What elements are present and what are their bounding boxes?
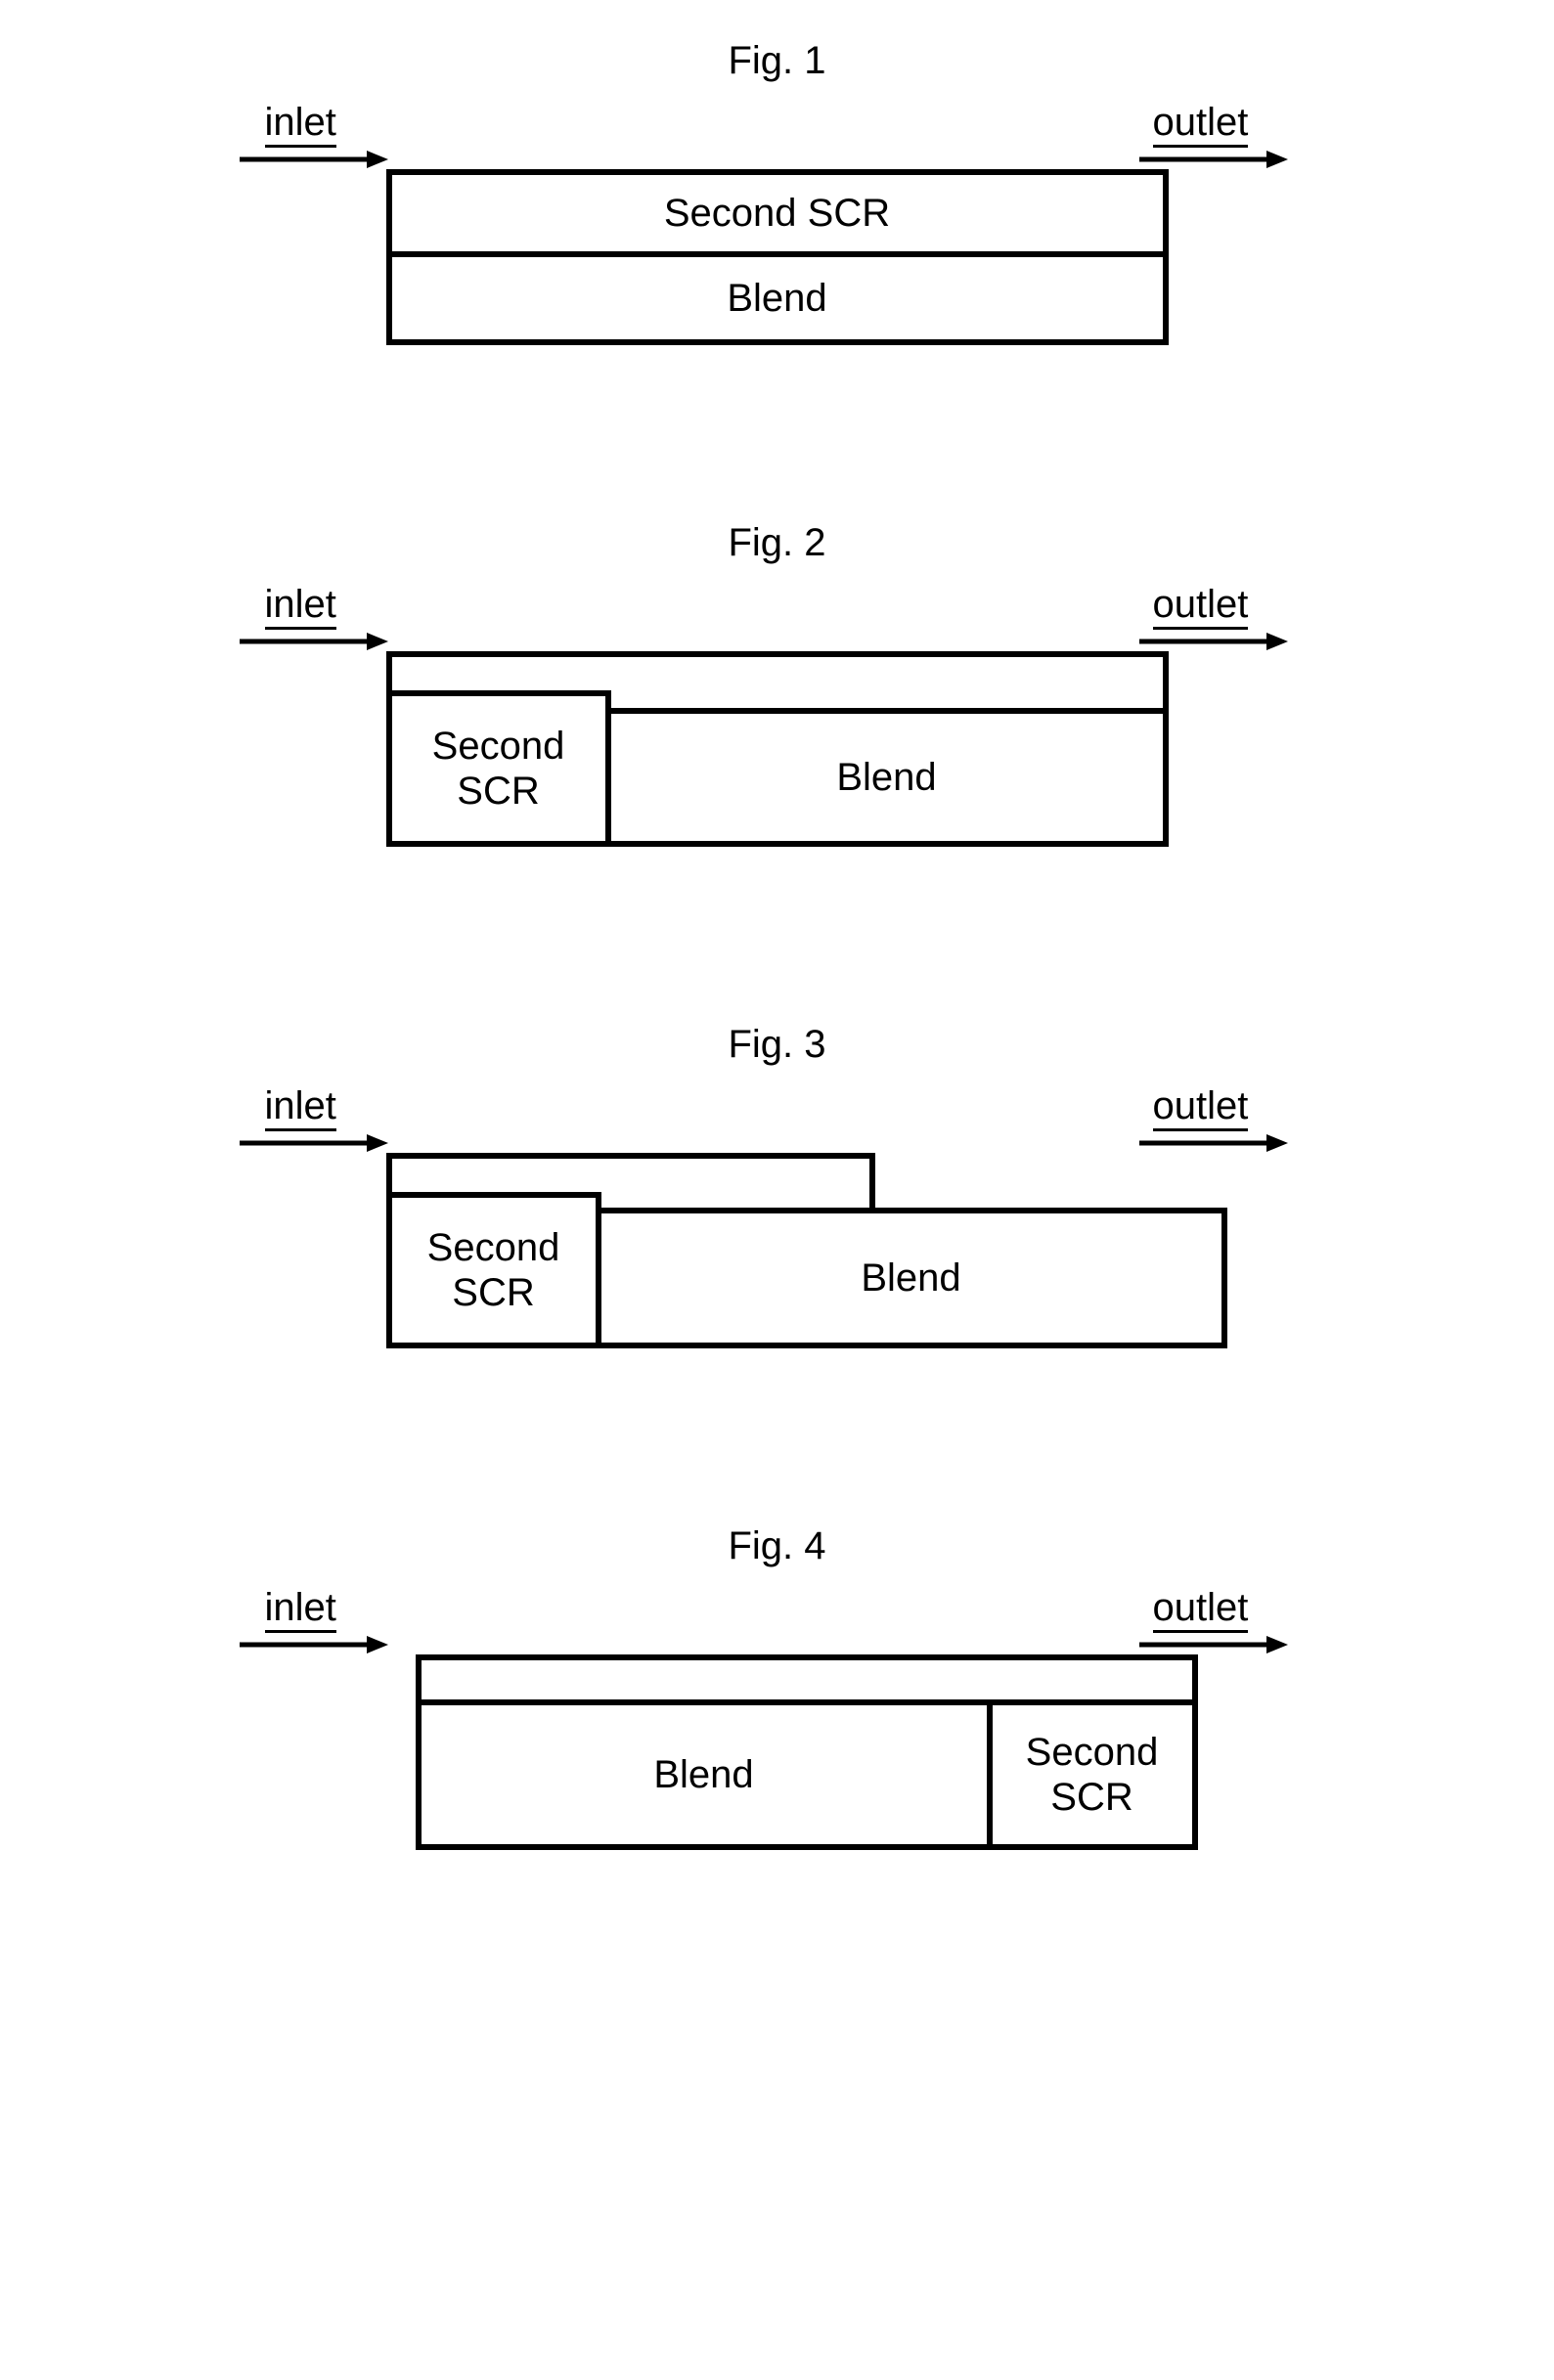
figure-1: Fig. 1 inlet outlet Second SCRBlend bbox=[240, 39, 1315, 345]
inlet-arrow-icon bbox=[240, 630, 388, 658]
figure-title: Fig. 1 bbox=[240, 39, 1315, 83]
diagram: Second SCRBlend bbox=[386, 1153, 1227, 1348]
inlet-label: inlet bbox=[265, 101, 336, 148]
inlet-label: inlet bbox=[265, 1586, 336, 1633]
outlet-label: outlet bbox=[1153, 583, 1249, 630]
figures-root: Fig. 1inletoutletSecond SCRBlendFig. 2in… bbox=[59, 39, 1495, 1850]
diagram: BlendSecond SCR bbox=[416, 1654, 1198, 1850]
diagram: Second SCRBlend bbox=[386, 651, 1169, 847]
arrow-row: inlet outlet bbox=[240, 583, 1315, 651]
inlet-arrow-icon bbox=[240, 1633, 388, 1661]
outlet-label: outlet bbox=[1153, 1084, 1249, 1131]
figure-2: Fig. 2 inlet outlet Second SCRBlend bbox=[240, 521, 1315, 847]
blend-box: Blend bbox=[416, 1699, 993, 1850]
arrow-row: inlet outlet bbox=[240, 1586, 1315, 1654]
figure-title: Fig. 3 bbox=[240, 1023, 1315, 1067]
diagram: Second SCRBlend bbox=[386, 169, 1169, 345]
inlet-arrow-icon bbox=[240, 148, 388, 176]
inlet-label: inlet bbox=[265, 583, 336, 630]
blend-box: Blend bbox=[605, 708, 1169, 847]
second-scr-box: Second SCR bbox=[386, 169, 1169, 257]
second-scr-box: Second SCR bbox=[987, 1699, 1198, 1850]
figure-title: Fig. 4 bbox=[240, 1524, 1315, 1568]
second-scr-box: Second SCR bbox=[386, 690, 611, 847]
arrow-row: inlet outlet bbox=[240, 1084, 1315, 1153]
arrow-row: inlet outlet bbox=[240, 101, 1315, 169]
inlet-arrow-icon bbox=[240, 1131, 388, 1160]
inlet-label: inlet bbox=[265, 1084, 336, 1131]
figure-4: Fig. 4 inlet outlet BlendSecond SCR bbox=[240, 1524, 1315, 1850]
outlet-label: outlet bbox=[1153, 1586, 1249, 1633]
second-scr-box: Second SCR bbox=[386, 1192, 601, 1348]
figure-3: Fig. 3 inlet outlet Second SCRBlend bbox=[240, 1023, 1315, 1348]
blend-box: Blend bbox=[386, 251, 1169, 345]
outlet-label: outlet bbox=[1153, 101, 1249, 148]
figure-title: Fig. 2 bbox=[240, 521, 1315, 565]
blend-box: Blend bbox=[596, 1208, 1227, 1348]
